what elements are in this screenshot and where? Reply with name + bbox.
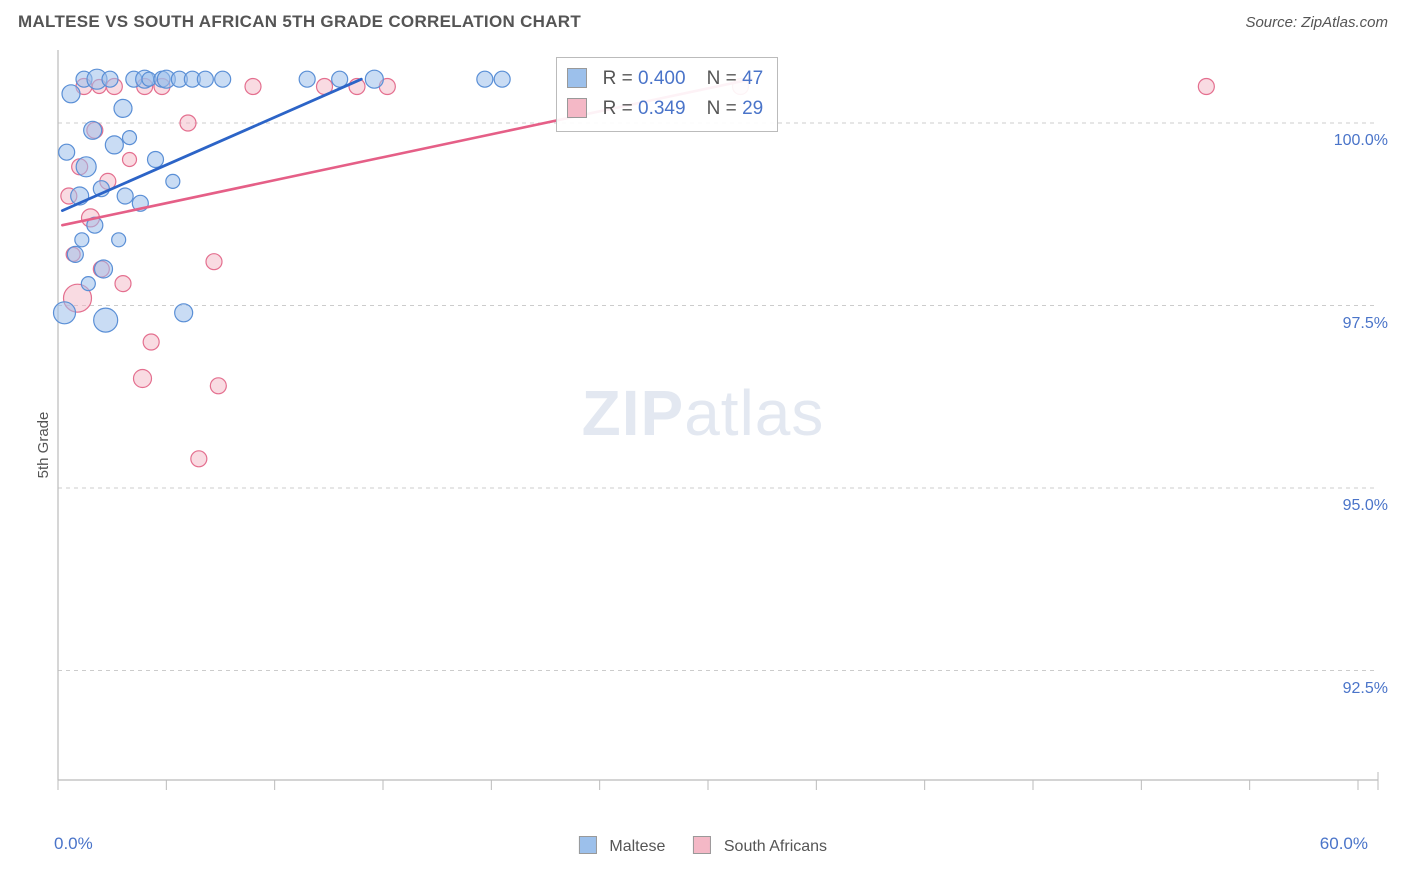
y-axis-label: 5th Grade <box>35 412 52 479</box>
bottom-legend: Maltese South Africans <box>579 836 827 856</box>
legend-maltese-label: Maltese <box>609 838 665 855</box>
stats-row-maltese: R = 0.400 N = 47 <box>567 64 763 93</box>
y-tick-label: 92.5% <box>1343 680 1388 698</box>
maltese-r-value: 0.400 <box>638 68 686 89</box>
y-tick-label: 95.0% <box>1343 497 1388 515</box>
south-africans-swatch-icon <box>567 98 587 118</box>
r-label: R = <box>603 98 633 119</box>
correlation-stats-box: R = 0.400 N = 47 R = 0.349 N = 29 <box>556 57 778 132</box>
source-text: Source: ZipAtlas.com <box>1245 14 1388 31</box>
south-africans-n-value: 29 <box>742 98 763 119</box>
legend-south-africans-label: South Africans <box>724 838 827 855</box>
maltese-swatch-icon <box>579 836 597 854</box>
r-label: R = <box>603 68 633 89</box>
n-label: N = <box>707 98 737 119</box>
chart-title: MALTESE VS SOUTH AFRICAN 5TH GRADE CORRE… <box>18 12 581 32</box>
x-min-label: 0.0% <box>54 834 93 854</box>
south-africans-swatch-icon <box>693 836 711 854</box>
n-label: N = <box>707 68 737 89</box>
x-max-label: 60.0% <box>1320 834 1368 854</box>
y-tick-label: 97.5% <box>1343 315 1388 333</box>
y-tick-label: 100.0% <box>1334 132 1388 150</box>
south-africans-r-value: 0.349 <box>638 98 686 119</box>
stats-row-south-africans: R = 0.349 N = 29 <box>567 94 763 123</box>
scatter-chart <box>18 40 1388 850</box>
legend-maltese: Maltese <box>579 836 665 856</box>
maltese-n-value: 47 <box>742 68 763 89</box>
chart-container: 5th Grade ZIPatlas 92.5%95.0%97.5%100.0%… <box>18 40 1388 850</box>
legend-south-africans: South Africans <box>693 836 827 856</box>
maltese-swatch-icon <box>567 68 587 88</box>
